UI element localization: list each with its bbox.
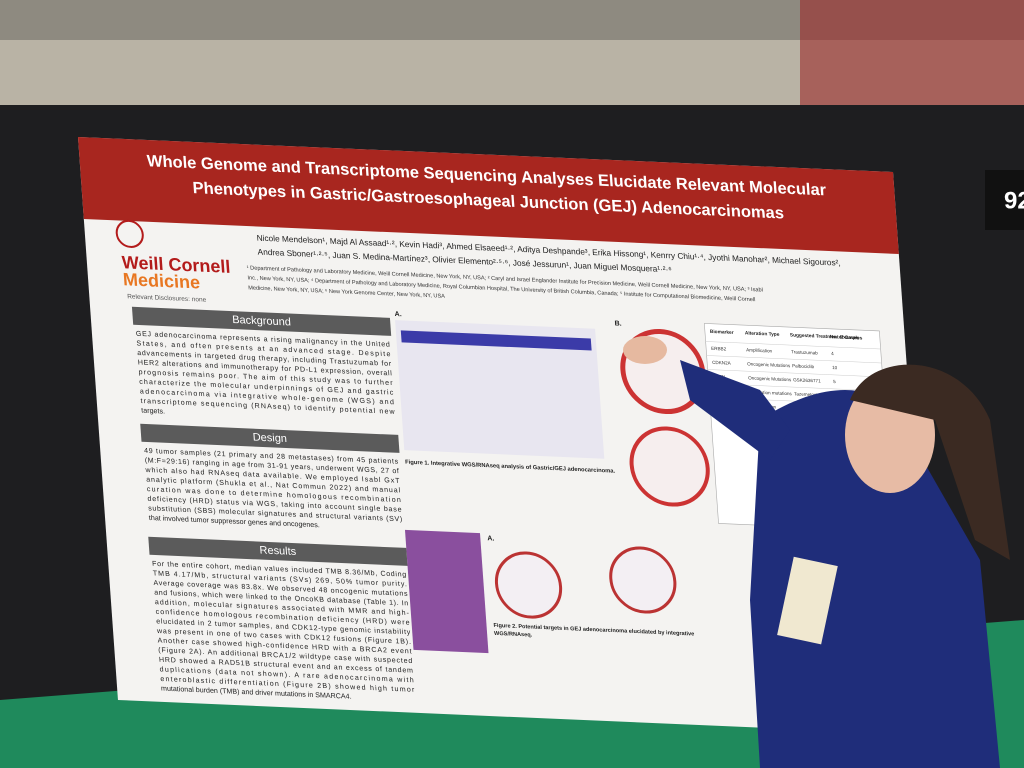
circos-plot [629,426,710,507]
logo-text: Weill Cornell [121,252,231,277]
section-heading-bar [131,306,392,336]
table-header: Suggested Treatment Examples [790,332,863,341]
table-cell: Truncation mutations [749,389,793,396]
table-cell: Trastuzumab [791,349,818,355]
figure-label: A. [394,311,402,318]
table-cell: 5 [833,379,836,384]
person-arm [680,360,790,460]
booth-number: 92 [1004,187,1024,214]
person-hand [623,336,667,364]
table-cell: Oncogenic Mutations [747,361,791,368]
section-heading: Results [259,544,297,558]
table-rule [705,341,881,350]
circos-plot [609,546,677,614]
poster-header [78,137,899,255]
figure-caption: WGS/RNAseq. [494,631,533,639]
logo-text: Medicine [122,269,200,292]
section-text: targets. [141,407,165,416]
table-rule [706,355,882,364]
table-cell: CDKN2A [712,360,732,366]
table-cell: 4 [831,351,834,356]
table-header: Alteration Type [745,330,780,337]
section-heading-bar [140,423,400,453]
figure1-heatmap [395,320,605,459]
section-heading: Background [232,314,291,328]
person-hair [850,364,1010,560]
table-header: Biomarker [710,329,734,336]
figure1-bars [400,330,592,351]
disclosure: Relevant Disclosures: none [127,293,207,303]
table-cell: ERBB2 [711,346,727,352]
figure-label: B. [614,320,622,327]
truss [800,0,1024,110]
table-cell: GSK2636771 [793,377,821,383]
section-heading: Design [252,432,287,445]
logo-seal [115,219,144,248]
table-cell: Oncogenic Mutations [748,375,792,382]
figure-label: A. [487,535,495,542]
person-jacket [750,390,1000,768]
booth-sign [985,170,1024,230]
name-badge [777,556,838,645]
table-cell: Palbociclib [792,363,815,369]
histology-image [404,529,489,654]
table-cell: Amplification [746,347,773,353]
table-cell: Tazemetostat [794,391,822,397]
section-heading-bar [148,536,408,566]
table-rule [707,369,883,378]
table-cell: 10 [832,365,838,370]
table-header: No. of Cases [830,334,860,341]
circos-plot [494,551,563,619]
